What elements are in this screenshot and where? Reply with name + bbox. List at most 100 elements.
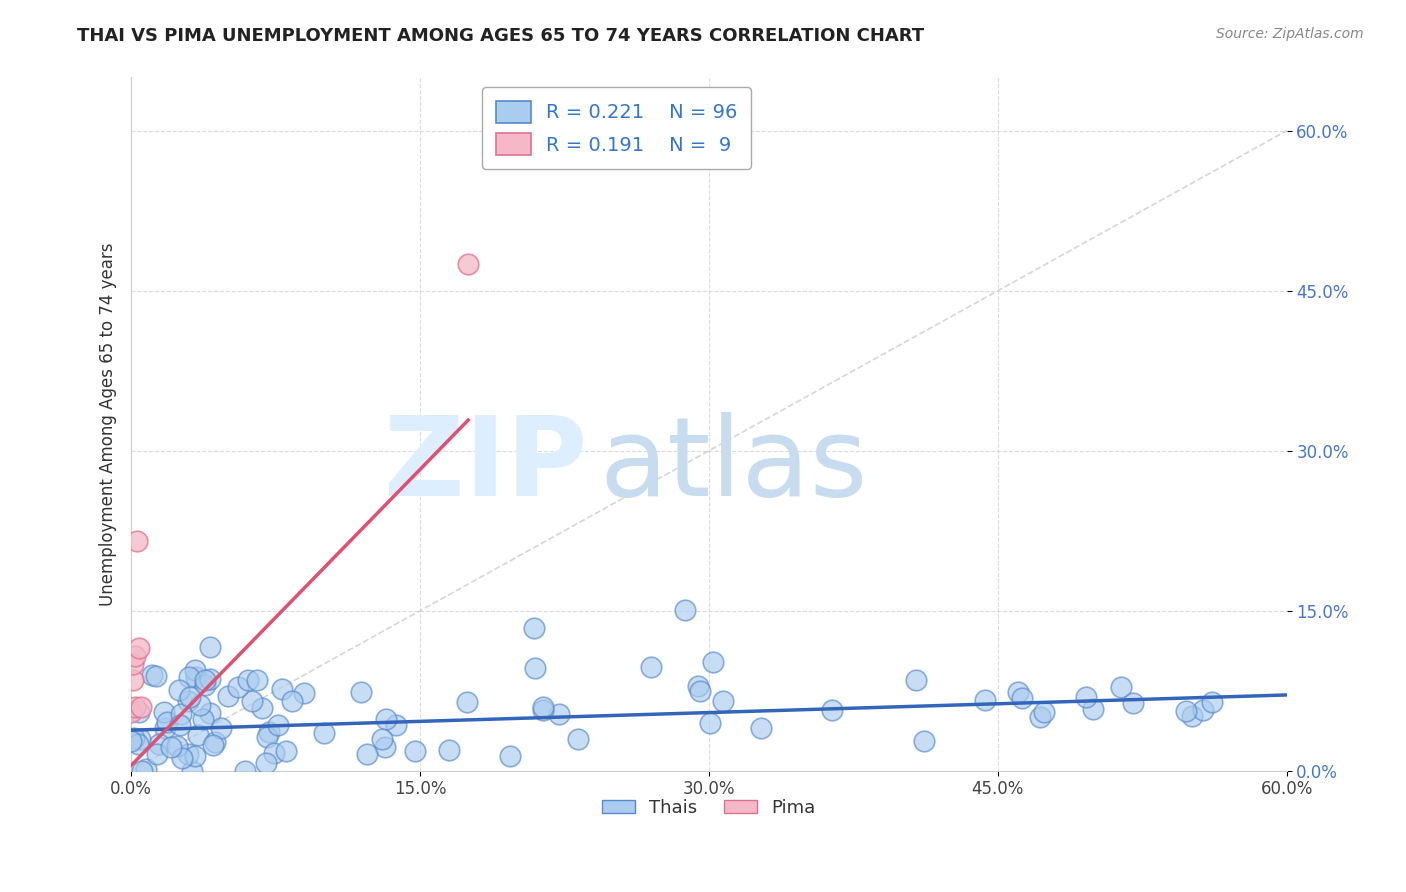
Point xyxy=(179,670,201,684)
Point xyxy=(194,673,217,688)
Point xyxy=(153,705,176,719)
Point xyxy=(292,685,315,699)
Point xyxy=(120,734,142,748)
Point xyxy=(1181,708,1204,723)
Point xyxy=(166,739,188,753)
Point xyxy=(202,738,225,752)
Point xyxy=(1011,690,1033,705)
Point xyxy=(267,717,290,731)
Point xyxy=(749,721,772,735)
Point xyxy=(270,681,292,696)
Point xyxy=(711,694,734,708)
Point xyxy=(217,690,239,704)
Point xyxy=(204,734,226,748)
Point xyxy=(209,721,232,735)
Point xyxy=(181,764,204,778)
Point xyxy=(176,694,198,708)
Point xyxy=(702,655,724,669)
Point xyxy=(148,737,170,751)
Text: atlas: atlas xyxy=(599,412,868,519)
Point xyxy=(127,737,149,751)
Point xyxy=(1083,701,1105,715)
Point xyxy=(124,699,146,714)
Point xyxy=(233,764,256,778)
Point xyxy=(124,648,146,663)
Point xyxy=(170,751,193,765)
Point xyxy=(160,739,183,754)
Point xyxy=(155,721,177,735)
Text: Source: ZipAtlas.com: Source: ZipAtlas.com xyxy=(1216,27,1364,41)
Point xyxy=(122,657,145,671)
Point xyxy=(1109,680,1132,694)
Point xyxy=(246,673,269,687)
Point xyxy=(187,729,209,743)
Y-axis label: Unemployment Among Ages 65 to 74 years: Unemployment Among Ages 65 to 74 years xyxy=(100,243,117,606)
Point xyxy=(145,747,167,761)
Point xyxy=(1191,703,1213,717)
Point xyxy=(198,672,221,686)
Point xyxy=(254,756,277,771)
Point xyxy=(120,705,142,719)
Point xyxy=(169,707,191,722)
Point xyxy=(686,679,709,693)
Point xyxy=(1076,690,1098,704)
Point xyxy=(135,762,157,776)
Point xyxy=(1029,710,1052,724)
Point xyxy=(128,641,150,656)
Point xyxy=(125,534,148,549)
Point xyxy=(374,712,396,726)
Point xyxy=(122,673,145,687)
Point xyxy=(145,668,167,682)
Point xyxy=(350,684,373,698)
Point xyxy=(177,747,200,761)
Point xyxy=(250,701,273,715)
Point xyxy=(276,744,298,758)
Point xyxy=(905,673,928,687)
Point xyxy=(198,706,221,720)
Point xyxy=(821,703,844,717)
Point xyxy=(194,678,217,692)
Point xyxy=(226,681,249,695)
Point xyxy=(437,742,460,756)
Point xyxy=(122,731,145,745)
Point xyxy=(689,683,711,698)
Point xyxy=(184,749,207,764)
Point xyxy=(1033,706,1056,720)
Point xyxy=(198,640,221,654)
Legend: Thais, Pima: Thais, Pima xyxy=(595,791,823,824)
Point xyxy=(179,690,201,704)
Point xyxy=(456,695,478,709)
Point xyxy=(263,746,285,760)
Point xyxy=(257,724,280,739)
Point xyxy=(1007,685,1029,699)
Point xyxy=(523,621,546,635)
Point xyxy=(240,694,263,708)
Point xyxy=(188,698,211,713)
Point xyxy=(567,732,589,747)
Point xyxy=(184,663,207,677)
Point xyxy=(524,661,547,675)
Point xyxy=(312,726,335,740)
Point xyxy=(128,705,150,719)
Point xyxy=(673,603,696,617)
Point xyxy=(640,660,662,674)
Point xyxy=(547,706,569,721)
Point xyxy=(356,747,378,761)
Point xyxy=(256,731,278,745)
Point xyxy=(169,682,191,697)
Point xyxy=(374,739,396,754)
Point xyxy=(531,703,554,717)
Point xyxy=(169,718,191,732)
Point xyxy=(404,743,426,757)
Point xyxy=(238,673,260,687)
Text: ZIP: ZIP xyxy=(384,412,588,519)
Point xyxy=(128,732,150,747)
Point xyxy=(141,668,163,682)
Point xyxy=(914,733,936,747)
Point xyxy=(1174,704,1197,718)
Point xyxy=(186,670,208,684)
Point xyxy=(973,693,995,707)
Point xyxy=(129,699,152,714)
Point xyxy=(131,764,153,778)
Point xyxy=(531,700,554,714)
